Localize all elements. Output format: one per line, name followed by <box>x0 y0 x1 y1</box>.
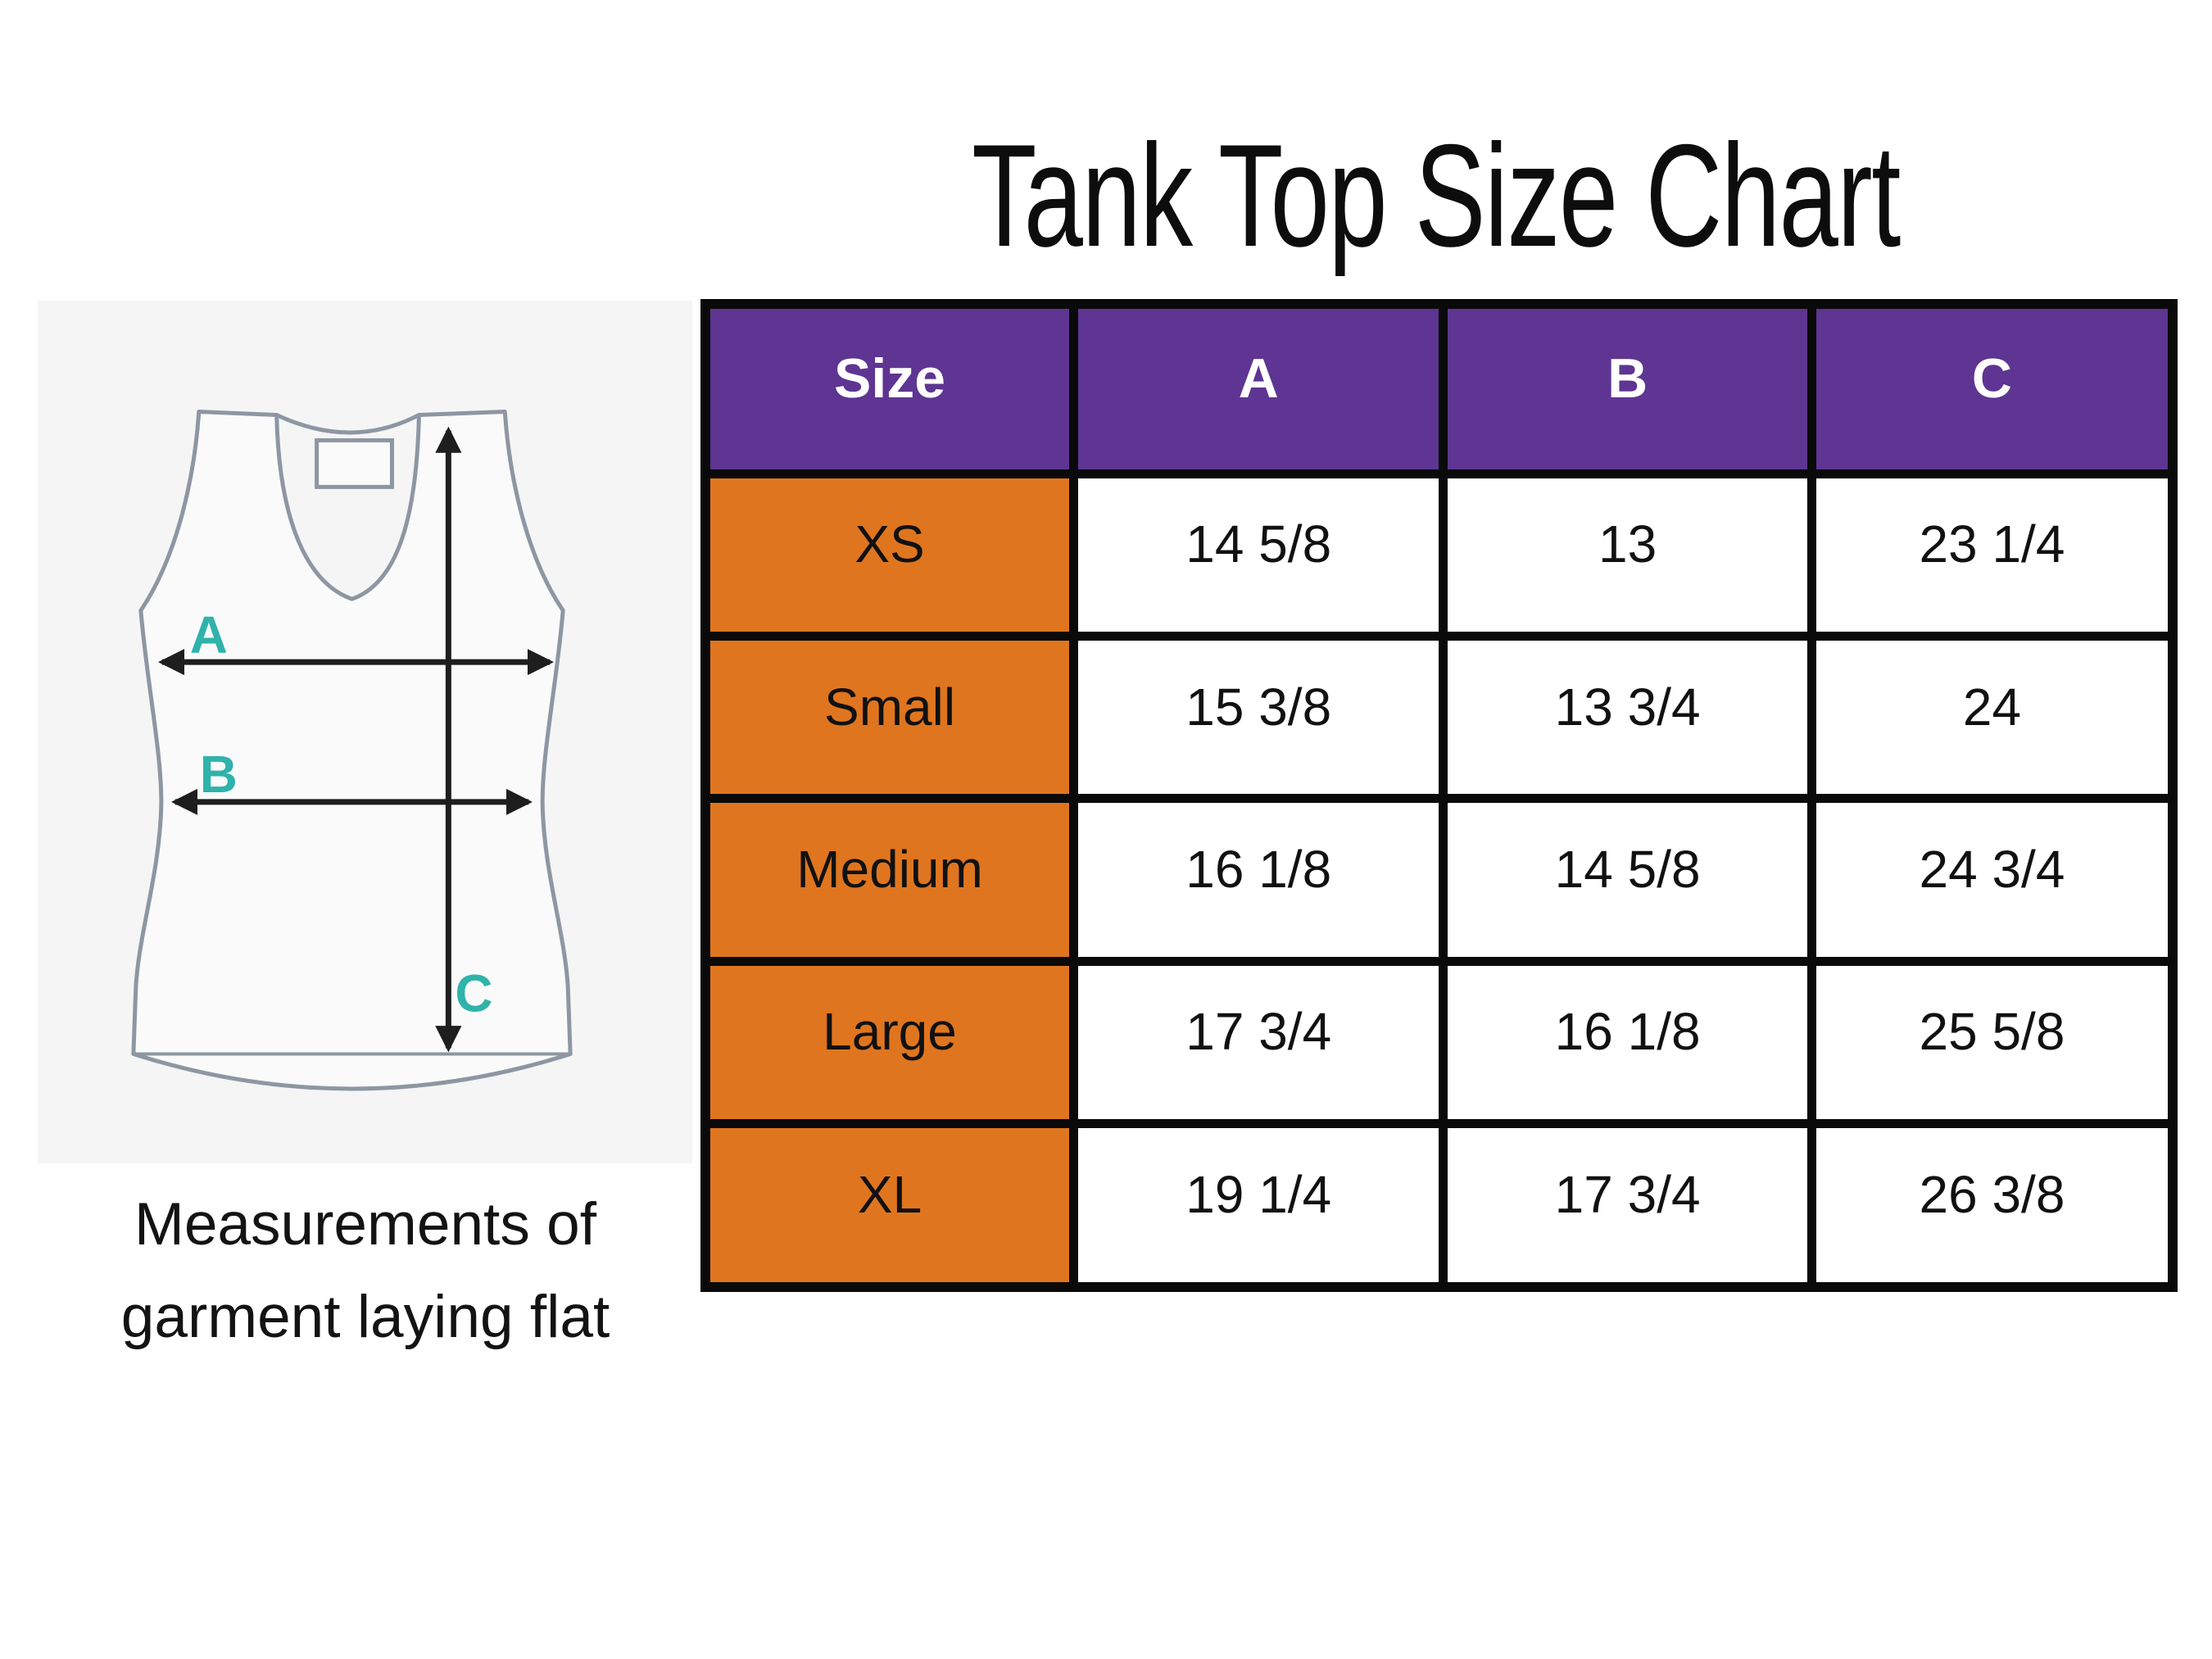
value-cell: 13 <box>1439 469 1816 641</box>
neck-label-rectangle <box>315 437 394 489</box>
diagram-caption: Measurements of garment laying flat <box>16 1178 714 1363</box>
value-cell: 16 1/8 <box>1439 956 1816 1129</box>
label-b: B <box>200 745 238 804</box>
size-label-cell: XL <box>700 1119 1079 1292</box>
value-cell: 24 3/4 <box>1806 794 2178 966</box>
size-label-cell: Small <box>700 631 1079 804</box>
caption-line-2: garment laying flat <box>120 1284 610 1350</box>
header-size: Size <box>700 299 1079 478</box>
value-cell: 14 5/8 <box>1439 794 1816 966</box>
table-row: XS 14 5/8 13 23 1/4 <box>700 469 2178 641</box>
table-row: Large 17 3/4 16 1/8 25 5/8 <box>700 956 2178 1129</box>
value-cell: 17 3/4 <box>1069 956 1448 1129</box>
caption-line-1: Measurements of <box>134 1191 596 1258</box>
value-cell: 25 5/8 <box>1806 956 2178 1129</box>
header-b: B <box>1439 299 1816 478</box>
value-cell: 14 5/8 <box>1069 469 1448 641</box>
size-chart-table: Size A B C XS 14 5/8 13 23 1/4 Small 15 … <box>700 299 2178 1292</box>
size-label-cell: XS <box>700 469 1079 641</box>
value-cell: 13 3/4 <box>1439 631 1816 804</box>
table-header-row: Size A B C <box>700 299 2178 478</box>
page-title: Tank Top Size Chart <box>972 114 1901 277</box>
value-cell: 16 1/8 <box>1069 794 1448 966</box>
label-a: A <box>190 605 228 664</box>
value-cell: 24 <box>1806 631 2178 804</box>
measurement-diagram-panel: A B C <box>38 301 692 1163</box>
value-cell: 19 1/4 <box>1069 1119 1448 1292</box>
value-cell: 23 1/4 <box>1806 469 2178 641</box>
value-cell: 26 3/8 <box>1806 1119 2178 1292</box>
table-row: Medium 16 1/8 14 5/8 24 3/4 <box>700 794 2178 966</box>
value-cell: 17 3/4 <box>1439 1119 1816 1292</box>
tank-back-neckline <box>275 413 420 435</box>
table-row: Small 15 3/8 13 3/4 24 <box>700 631 2178 804</box>
header-a: A <box>1069 299 1448 478</box>
label-c: C <box>455 964 492 1023</box>
size-label-cell: Large <box>700 956 1079 1129</box>
table-row: XL 19 1/4 17 3/4 26 3/8 <box>700 1119 2178 1292</box>
header-c: C <box>1806 299 2178 478</box>
tank-top-diagram-svg: A B C <box>131 409 573 1091</box>
value-cell: 15 3/8 <box>1069 631 1448 804</box>
size-label-cell: Medium <box>700 794 1079 966</box>
